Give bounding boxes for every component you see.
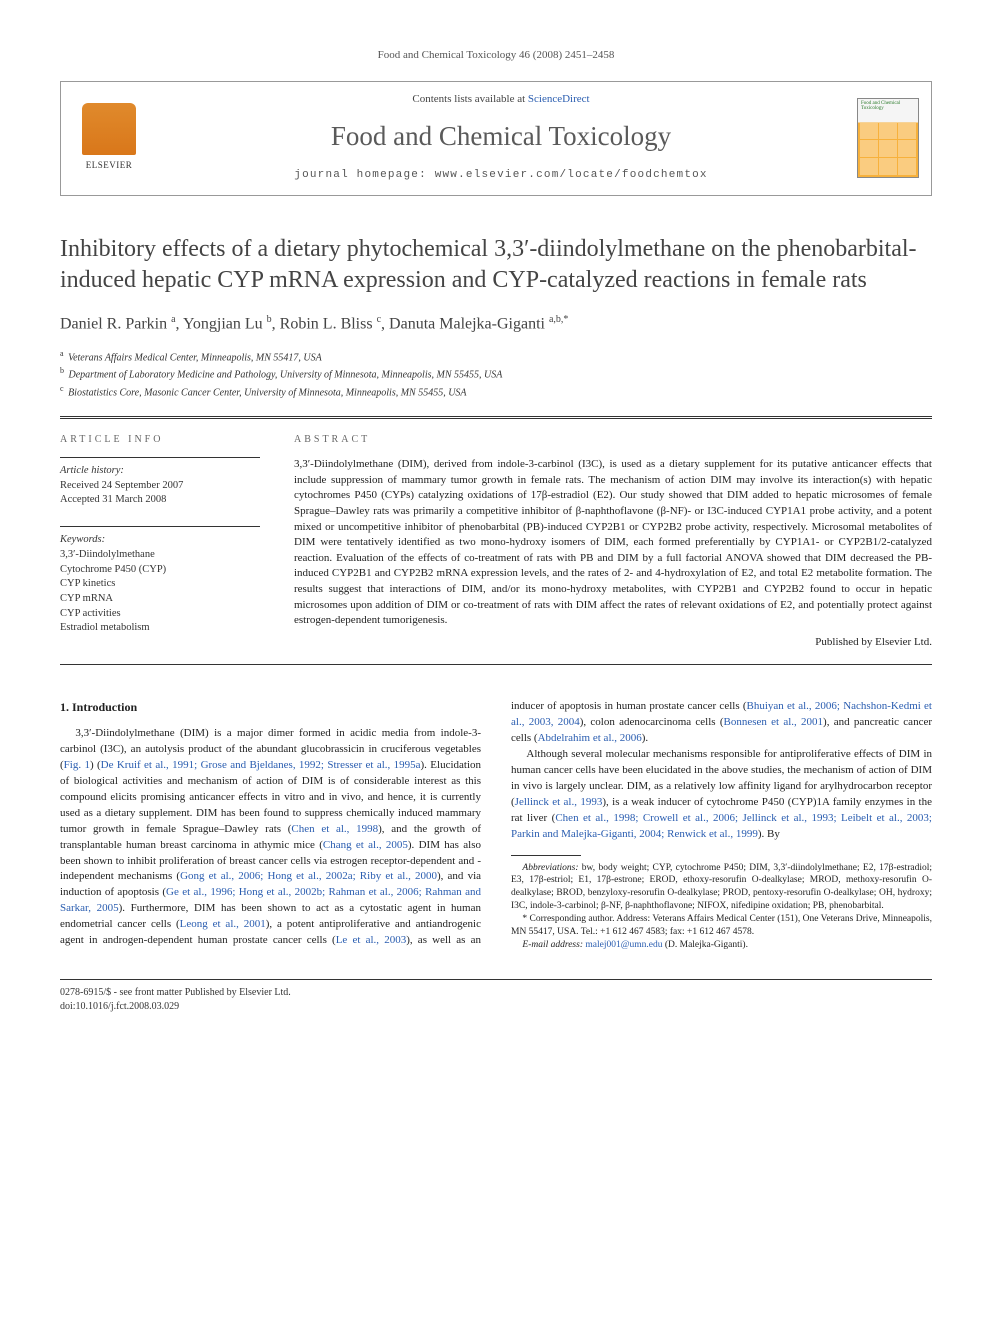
email-link[interactable]: malej001@umn.edu — [585, 940, 662, 950]
email-tail: (D. Malejka-Giganti). — [662, 940, 747, 950]
abstract-heading: ABSTRACT — [294, 433, 932, 447]
cover-grid-icon — [858, 121, 918, 177]
bottom-left: 0278-6915/$ - see front matter Published… — [60, 986, 291, 1014]
affiliation: b Department of Laboratory Medicine and … — [60, 365, 932, 382]
info-rule — [60, 526, 260, 527]
article-info-heading: ARTICLE INFO — [60, 433, 260, 447]
journal-banner: ELSEVIER Contents lists available at Sci… — [60, 81, 932, 196]
keyword: CYP activities — [60, 607, 260, 622]
info-abstract-row: ARTICLE INFO Article history: Received 2… — [60, 433, 932, 650]
keywords-label: Keywords: — [60, 533, 260, 548]
abstract-column: ABSTRACT 3,3′-Diindolylmethane (DIM), de… — [294, 433, 932, 650]
keyword: CYP mRNA — [60, 592, 260, 607]
intro-paragraph-2: Although several molecular mechanisms re… — [511, 747, 932, 843]
elsevier-logo: ELSEVIER — [73, 98, 145, 178]
citation-link[interactable]: Abdelrahim et al., 2006 — [538, 732, 642, 744]
contents-prefix: Contents lists available at — [412, 93, 527, 105]
corr-label: * Corresponding author. — [522, 914, 614, 924]
keyword: 3,3′-Diindolylmethane — [60, 548, 260, 563]
citation-link[interactable]: Le et al., 2003 — [336, 934, 407, 946]
intro-heading: 1. Introduction — [60, 699, 481, 716]
citation-link[interactable]: Chen et al., 1998 — [291, 823, 378, 835]
citation-link[interactable]: Chang et al., 2005 — [323, 839, 408, 851]
keyword: CYP kinetics — [60, 577, 260, 592]
citation-link[interactable]: Bhuiyan et al., 2006; Nachshon-Kedmi et … — [511, 700, 932, 728]
bottom-bar: 0278-6915/$ - see front matter Published… — [60, 979, 932, 1014]
sciencedirect-link[interactable]: ScienceDirect — [528, 93, 590, 105]
citation-link[interactable]: Leong et al., 2001 — [180, 918, 266, 930]
journal-name: Food and Chemical Toxicology — [159, 118, 843, 156]
footnote-rule — [511, 855, 581, 856]
abstract-text: 3,3′-Diindolylmethane (DIM), derived fro… — [294, 457, 932, 629]
citation-link[interactable]: Jellinck et al., 1993 — [515, 796, 603, 808]
double-rule — [60, 416, 932, 419]
affiliation: a Veterans Affairs Medical Center, Minne… — [60, 348, 932, 365]
elsevier-tree-icon — [82, 103, 136, 155]
article-title: Inhibitory effects of a dietary phytoche… — [60, 234, 932, 295]
homepage-url: www.elsevier.com/locate/foodchemtox — [435, 169, 708, 181]
keyword: Estradiol metabolism — [60, 621, 260, 636]
abbrev-label: Abbreviations: — [522, 863, 578, 873]
history-label: Article history: — [60, 464, 260, 479]
keyword: Cytochrome P450 (CYP) — [60, 563, 260, 578]
citation-link[interactable]: De Kruif et al., 1991; Grose and Bjeldan… — [101, 759, 421, 771]
abstract-publisher: Published by Elsevier Ltd. — [294, 635, 932, 650]
running-header: Food and Chemical Toxicology 46 (2008) 2… — [60, 48, 932, 63]
citation-link[interactable]: Bonnesen et al., 2001 — [724, 716, 824, 728]
banner-center: Contents lists available at ScienceDirec… — [159, 92, 843, 183]
email-footnote: E-mail address: malej001@umn.edu (D. Mal… — [511, 939, 932, 952]
authors: Daniel R. Parkin a, Yongjian Lu b, Robin… — [60, 313, 932, 336]
homepage-line: journal homepage: www.elsevier.com/locat… — [159, 168, 843, 183]
email-label: E-mail address: — [522, 940, 583, 950]
keywords-list: 3,3′-DiindolylmethaneCytochrome P450 (CY… — [60, 548, 260, 636]
affiliations: a Veterans Affairs Medical Center, Minne… — [60, 348, 932, 400]
doi: doi:10.1016/j.fct.2008.03.029 — [60, 1000, 291, 1014]
received-date: Received 24 September 2007 — [60, 479, 260, 494]
citation-link[interactable]: Gong et al., 2006; Hong et al., 2002a; R… — [180, 870, 437, 882]
affiliation: c Biostatistics Core, Masonic Cancer Cen… — [60, 383, 932, 400]
citation-link[interactable]: Ge et al., 1996; Hong et al., 2002b; Rah… — [60, 886, 481, 914]
article-info-column: ARTICLE INFO Article history: Received 2… — [60, 433, 260, 650]
citation-link[interactable]: Chen et al., 1998; Crowell et al., 2006;… — [511, 812, 932, 840]
corresponding-author-footnote: * Corresponding author. Address: Veteran… — [511, 913, 932, 939]
journal-cover-thumbnail: Food and Chemical Toxicology — [857, 98, 919, 178]
contents-line: Contents lists available at ScienceDirec… — [159, 92, 843, 107]
front-matter: 0278-6915/$ - see front matter Published… — [60, 986, 291, 1000]
accepted-date: Accepted 31 March 2008 — [60, 493, 260, 508]
body-columns: 1. Introduction 3,3′-Diindolylmethane (D… — [60, 699, 932, 951]
abbreviations-footnote: Abbreviations: bw, body weight; CYP, cyt… — [511, 862, 932, 913]
section-rule — [60, 664, 932, 665]
homepage-prefix: journal homepage: — [294, 169, 434, 181]
info-rule — [60, 457, 260, 458]
citation-link[interactable]: Fig. 1 — [64, 759, 90, 771]
elsevier-label: ELSEVIER — [86, 159, 133, 172]
cover-title: Food and Chemical Toxicology — [858, 99, 918, 114]
